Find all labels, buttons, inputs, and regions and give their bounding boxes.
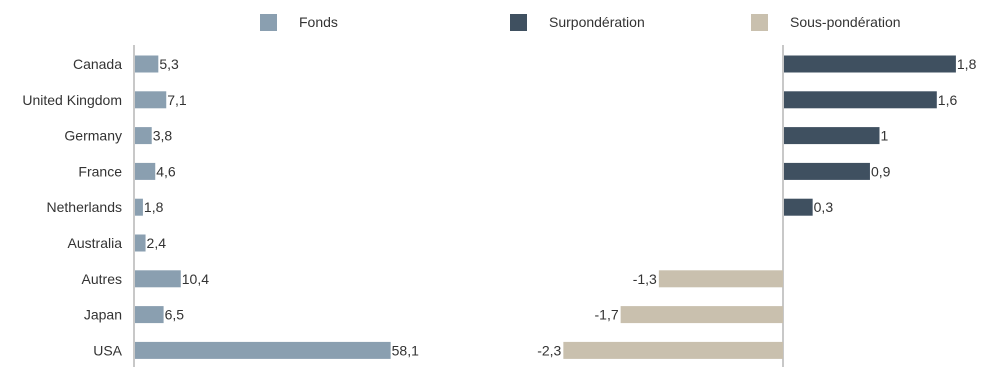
fonds-value-label-netherlands: 1,8 — [144, 199, 164, 215]
fonds-value-label-usa: 58,1 — [392, 342, 419, 358]
legend-label-fonds: Fonds — [299, 14, 338, 30]
surponderation-value-label-united-kingdom: 1,6 — [938, 92, 958, 108]
sous-ponderation-bar-autres — [658, 270, 783, 288]
legend-item-sous-ponderation: Sous-pondération — [751, 10, 901, 34]
fonds-value-label-united-kingdom: 7,1 — [167, 92, 187, 108]
legend-swatch-fonds — [260, 13, 277, 31]
chart-legend: Fonds Surpondération Sous-pondération — [0, 10, 990, 34]
fonds-value-label-germany: 3,8 — [153, 128, 173, 144]
surponderation-bar-germany — [784, 127, 880, 145]
surponderation-bar-united-kingdom — [784, 91, 937, 109]
legend-swatch-surponderation — [510, 13, 527, 31]
fonds-value-label-france: 4,6 — [156, 163, 176, 179]
fonds-bar-japan — [135, 306, 164, 324]
category-label-germany: Germany — [64, 128, 122, 144]
surponderation-bar-netherlands — [784, 198, 813, 216]
category-label-canada: Canada — [73, 56, 122, 72]
fonds-bar-usa — [135, 341, 391, 359]
fonds-value-label-autres: 10,4 — [182, 271, 209, 287]
sous-ponderation-value-label-japan: -1,7 — [595, 307, 619, 323]
category-label-netherlands: Netherlands — [47, 199, 123, 215]
surponderation-bar-france — [784, 162, 870, 180]
sous-ponderation-bar-japan — [620, 306, 783, 324]
legend-item-fonds: Fonds — [260, 10, 338, 34]
legend-swatch-sous-ponderation — [751, 13, 768, 31]
fonds-bar-france — [135, 162, 156, 180]
fonds-value-label-canada: 5,3 — [159, 56, 179, 72]
legend-item-surponderation: Surpondération — [510, 10, 645, 34]
category-label-autres: Autres — [82, 271, 122, 287]
category-label-united-kingdom: United Kingdom — [22, 92, 122, 108]
fonds-bar-netherlands — [135, 198, 143, 216]
fonds-value-label-australia: 2,4 — [147, 235, 167, 251]
category-label-japan: Japan — [84, 307, 122, 323]
legend-label-sous-ponderation: Sous-pondération — [790, 14, 901, 30]
fonds-bar-autres — [135, 270, 181, 288]
category-label-usa: USA — [93, 342, 122, 358]
surponderation-value-label-canada: 1,8 — [957, 56, 977, 72]
surponderation-value-label-germany: 1 — [881, 128, 889, 144]
surponderation-bar-canada — [784, 55, 956, 73]
sous-ponderation-value-label-autres: -1,3 — [633, 271, 657, 287]
surponderation-value-label-france: 0,9 — [871, 163, 891, 179]
legend-label-surponderation: Surpondération — [549, 14, 645, 30]
fonds-bar-canada — [135, 55, 159, 73]
surponderation-value-label-netherlands: 0,3 — [814, 199, 834, 215]
category-label-france: France — [78, 163, 122, 179]
fonds-bar-united-kingdom — [135, 91, 167, 109]
sous-ponderation-value-label-usa: -2,3 — [537, 342, 561, 358]
fonds-bar-australia — [135, 234, 146, 252]
category-label-australia: Australia — [68, 235, 123, 251]
fonds-bar-germany — [135, 127, 152, 145]
sous-ponderation-bar-usa — [563, 341, 783, 359]
fonds-value-label-japan: 6,5 — [165, 307, 185, 323]
